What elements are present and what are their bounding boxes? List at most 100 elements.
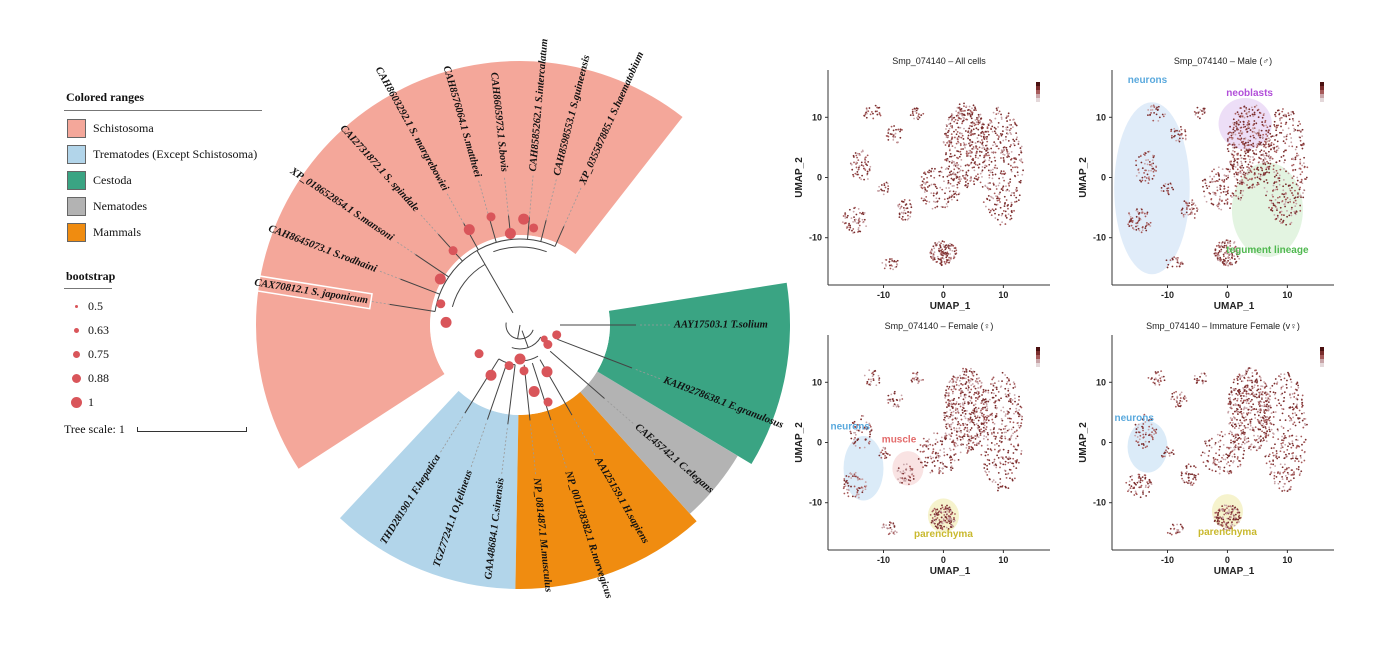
umap-point [1007, 182, 1010, 185]
umap-point [1247, 120, 1250, 122]
umap-point [874, 369, 877, 372]
umap-point [1234, 513, 1237, 516]
umap-point [987, 148, 990, 151]
umap-point [999, 191, 1001, 194]
umap-point [1002, 406, 1005, 409]
umap-point [971, 125, 973, 128]
umap-point [1236, 179, 1239, 181]
umap-point [994, 217, 997, 219]
umap-point [1156, 106, 1158, 109]
umap-point [1279, 206, 1282, 209]
umap-point [1281, 490, 1284, 492]
umap-point [893, 125, 895, 127]
umap-point [1299, 167, 1301, 170]
umap-point [1009, 178, 1012, 181]
umap-point [949, 190, 952, 192]
umap-point [1002, 463, 1005, 466]
bootstrap-node [540, 335, 548, 343]
umap-point [896, 403, 899, 406]
umap-point [1167, 192, 1170, 195]
umap-point [1248, 367, 1251, 369]
umap-point [959, 402, 962, 405]
umap-point [909, 465, 911, 468]
umap-point [994, 386, 997, 389]
leaf-guide [530, 424, 537, 475]
umap-point [948, 116, 951, 119]
umap-point [1272, 411, 1275, 414]
umap-point [956, 176, 959, 179]
umap-point [1191, 199, 1194, 202]
cluster-halo [1231, 162, 1303, 258]
umap-point [946, 406, 948, 409]
umap-point [964, 422, 967, 425]
umap-point [855, 163, 857, 165]
umap-point [948, 196, 951, 199]
umap-point [1223, 466, 1226, 469]
umap-point [974, 387, 977, 390]
umap-point [1230, 386, 1232, 389]
umap-point [994, 208, 997, 211]
umap-point [1284, 193, 1287, 196]
umap-point [881, 189, 884, 192]
umap-point [1140, 180, 1143, 183]
umap-point [1211, 181, 1213, 184]
umap-point [1263, 150, 1266, 152]
umap-point [1013, 412, 1015, 415]
leaf-guide [446, 193, 465, 224]
umap-point [883, 267, 886, 270]
umap-point [954, 417, 957, 420]
umap-point [1208, 450, 1211, 452]
umap-point [949, 438, 951, 441]
umap-point [1282, 150, 1285, 153]
umap-point [912, 478, 915, 480]
umap-point [1216, 433, 1219, 436]
umap-point [1242, 189, 1245, 192]
umap-point [861, 478, 864, 481]
umap-point [945, 401, 948, 404]
umap-point [932, 518, 935, 521]
umap-point [892, 522, 895, 525]
umap-point [992, 168, 994, 171]
umap-point [945, 203, 948, 205]
umap-point [1298, 421, 1301, 424]
umap-point [1267, 401, 1270, 404]
umap-point [898, 203, 901, 206]
umap-point [1170, 130, 1173, 133]
umap-point [1015, 158, 1017, 161]
umap-point [887, 132, 890, 134]
umap-point [951, 155, 954, 158]
umap-point [1203, 111, 1206, 114]
umap-point [1002, 153, 1005, 156]
umap-point [957, 411, 960, 414]
umap-point [1246, 413, 1249, 416]
umap-point [993, 460, 996, 463]
umap-point [938, 170, 941, 173]
umap-point [1270, 199, 1273, 202]
umap-point [1011, 479, 1014, 482]
umap-point [1304, 417, 1307, 420]
umap-point [1225, 251, 1228, 254]
umap-point [1230, 134, 1233, 137]
colorbar [1320, 82, 1324, 102]
umap-point [1183, 200, 1186, 203]
umap-point [935, 451, 937, 454]
umap-point [1000, 409, 1003, 412]
umap-point [851, 475, 854, 477]
umap-point [1265, 141, 1267, 144]
umap-point [1296, 179, 1299, 182]
umap-points [1127, 104, 1309, 269]
umap-point [1004, 172, 1007, 175]
tree-scale-label: Tree scale: 1 [64, 422, 125, 436]
umap-point [852, 175, 855, 178]
umap-point [1250, 418, 1253, 421]
umap-point [965, 143, 968, 146]
umap-point [1137, 216, 1140, 219]
umap-point [1292, 472, 1294, 475]
umap-point [1273, 147, 1275, 150]
umap-point [1232, 122, 1235, 124]
umap-point [948, 447, 951, 450]
umap-point [967, 389, 970, 392]
umap-point [949, 139, 952, 142]
umap-point [1259, 379, 1262, 382]
umap-point [911, 472, 914, 475]
